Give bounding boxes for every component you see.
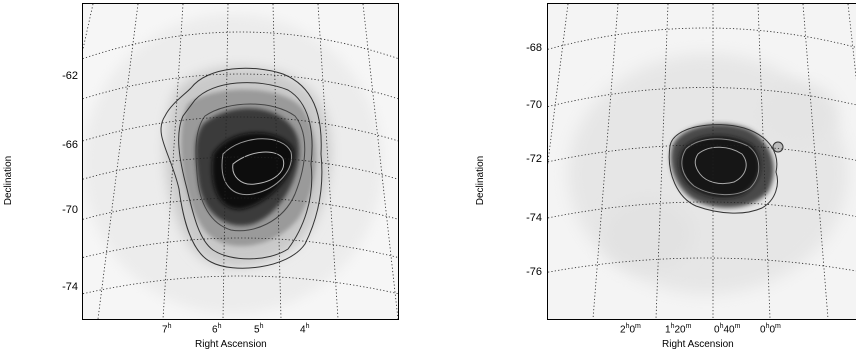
left-ra-tick: 4h <box>300 323 310 336</box>
right-dec-tick: -70 <box>526 99 542 111</box>
left-dec-tick: -66 <box>62 139 78 151</box>
lmc-map-image <box>82 3 399 320</box>
right-dec-tick: -68 <box>526 42 542 54</box>
left-ra-tick: 5h <box>254 323 264 336</box>
left-xlabel: Right Ascension <box>195 339 267 350</box>
right-ra-tick: 1h20m <box>665 323 692 336</box>
right-ra-tick: 0h40m <box>714 323 741 336</box>
lmc-map-panel: Declination -62 -66 -70 -74 <box>0 0 410 356</box>
right-dec-tick: -74 <box>526 212 542 224</box>
left-ra-tick: 7h <box>162 323 172 336</box>
right-ylabel: Declination <box>475 155 487 206</box>
right-ra-tick: 0h0m <box>760 323 781 336</box>
lmc-map-svg <box>83 4 398 319</box>
left-dec-tick: -62 <box>62 70 78 82</box>
right-ra-tick: 2h0m <box>620 323 641 336</box>
smc-map-panel: Declination -68 -70 -72 -74 -76 <box>458 0 856 356</box>
smc-map-svg <box>548 4 856 319</box>
smc-map-image <box>547 3 856 320</box>
right-xlabel: Right Ascension <box>662 339 734 350</box>
right-dec-tick: -76 <box>526 266 542 278</box>
left-dec-tick: -70 <box>62 204 78 216</box>
left-dec-tick: -74 <box>62 281 78 293</box>
left-ra-tick: 6h <box>212 323 222 336</box>
right-dec-tick: -72 <box>526 153 542 165</box>
left-ylabel: Declination <box>3 155 15 206</box>
